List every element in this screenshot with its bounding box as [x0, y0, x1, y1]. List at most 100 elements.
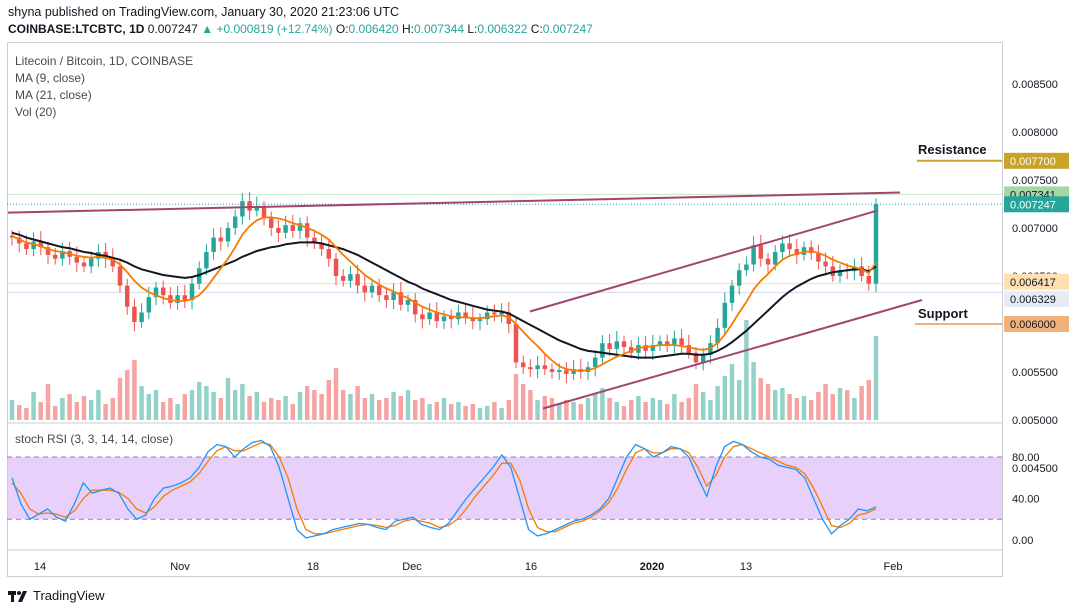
- volume-bar: [499, 408, 504, 420]
- candle-body: [456, 312, 461, 320]
- volume-bar: [513, 374, 519, 420]
- volume-bar: [211, 392, 216, 420]
- volume-bar: [196, 382, 202, 420]
- candle-body: [513, 324, 519, 363]
- candle-body: [672, 338, 677, 346]
- candle-body: [758, 245, 764, 259]
- volume-bar: [463, 406, 468, 420]
- x-axis-tick: Feb: [884, 561, 903, 573]
- volume-bar: [520, 384, 526, 420]
- candle-body: [304, 223, 310, 238]
- volume-bar: [535, 400, 540, 420]
- open-value: 0.006420: [348, 22, 399, 36]
- candle-body: [657, 341, 663, 346]
- candle-body: [276, 228, 281, 233]
- candle-body: [866, 276, 872, 284]
- high-label: H:: [401, 22, 414, 36]
- x-axis-tick: Dec: [402, 561, 422, 573]
- volume-bar: [88, 400, 94, 420]
- candle-body: [564, 370, 569, 374]
- volume-bar: [398, 396, 404, 420]
- candle-body: [211, 237, 216, 252]
- candle-body: [319, 243, 324, 250]
- x-axis-tick: 2020: [640, 561, 664, 573]
- ohlc-line: COINBASE:LTCBTC, 1D 0.007247 ▲ +0.000819…: [8, 22, 593, 36]
- volume-bar: [801, 396, 807, 420]
- volume-bar: [650, 398, 656, 420]
- volume-bar: [16, 405, 22, 420]
- candle-body: [326, 249, 332, 259]
- price-badge-label: 0.006000: [1010, 319, 1056, 331]
- chart-frame[interactable]: [7, 42, 1003, 577]
- stoch-axis-tick: 80.00: [1012, 452, 1040, 464]
- volume-bar: [362, 398, 368, 420]
- volume-bar: [758, 378, 764, 420]
- volume-bar: [571, 402, 576, 420]
- volume-bar: [74, 402, 80, 420]
- candle-body: [333, 258, 339, 276]
- candle-body: [16, 237, 22, 244]
- legend-volume: Vol (20): [15, 105, 57, 119]
- candle-body: [312, 237, 317, 244]
- volume-bar: [657, 400, 663, 420]
- candle-body: [693, 352, 699, 363]
- volume-bar: [175, 404, 180, 420]
- candle-body: [132, 306, 137, 323]
- candle-body: [708, 343, 713, 355]
- candle-body: [664, 341, 670, 346]
- x-axis-tick: Nov: [170, 561, 190, 573]
- volume-bar: [52, 406, 58, 420]
- volume-bar: [564, 400, 569, 420]
- candle-body: [369, 285, 375, 293]
- volume-bar: [81, 396, 87, 420]
- open-label: O:: [335, 22, 349, 36]
- candle-body: [153, 287, 159, 298]
- price-badge-support: [1004, 316, 1069, 332]
- volume-bar: [160, 402, 166, 420]
- volume-bar: [391, 392, 396, 420]
- candle-body: [686, 345, 692, 353]
- volume-bar: [38, 402, 44, 420]
- candle-body: [751, 245, 756, 265]
- candle-body: [607, 343, 612, 349]
- candle-body: [801, 247, 807, 255]
- volume-bar: [31, 392, 36, 420]
- candle-body: [556, 370, 562, 372]
- volume-bar: [340, 390, 346, 420]
- candle-body: [470, 317, 476, 322]
- last-price: 0.007247: [147, 22, 198, 36]
- volume-bar: [772, 390, 778, 420]
- candle-body: [772, 252, 778, 265]
- tradingview-footer[interactable]: TradingView: [8, 588, 105, 603]
- candle-body: [621, 341, 627, 348]
- candle-body: [873, 204, 879, 284]
- volume-bar: [312, 390, 317, 420]
- candle-body: [31, 241, 36, 250]
- candle-body: [268, 218, 274, 228]
- candle-body: [808, 247, 814, 253]
- tradingview-brand: TradingView: [33, 588, 105, 603]
- price-badge-resistance: [1004, 152, 1069, 169]
- candle-body: [160, 287, 166, 296]
- candle-body: [45, 247, 51, 255]
- candle-body: [81, 262, 87, 267]
- volume-bar: [434, 402, 440, 420]
- legend-title: Litecoin / Bitcoin, 1D, COINBASE: [15, 54, 194, 68]
- support-label: Support: [918, 306, 968, 321]
- publish-info: shyna published on TradingView.com, Janu…: [8, 5, 399, 19]
- volume-bar: [268, 398, 274, 420]
- candle-body: [722, 302, 728, 328]
- candle-body: [175, 295, 180, 303]
- volume-bar: [60, 398, 65, 420]
- volume-bar: [686, 398, 692, 420]
- low-value: 0.006322: [477, 22, 528, 36]
- volume-bar: [124, 370, 130, 420]
- candle-body: [405, 300, 411, 305]
- candle-body: [477, 319, 483, 322]
- price-badge-label: 0.006417: [1010, 277, 1056, 289]
- stoch-axis-tick: 40.00: [1012, 494, 1040, 506]
- price-axis-tick: 0.007000: [1012, 223, 1058, 235]
- candle-body: [837, 270, 843, 276]
- volume-bar: [780, 388, 785, 420]
